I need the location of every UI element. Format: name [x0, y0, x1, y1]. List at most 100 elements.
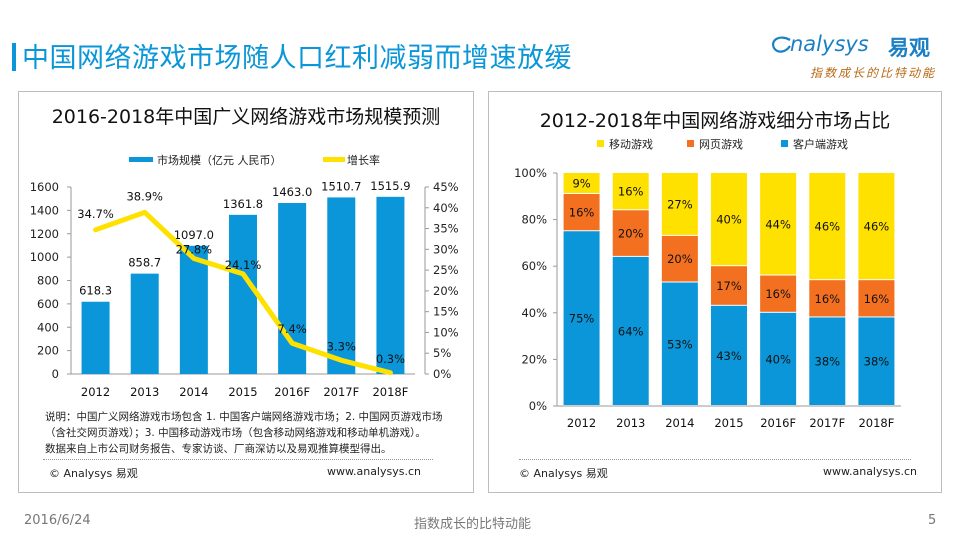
- market-size-label: 1361.8: [223, 197, 263, 211]
- segment-label: 17%: [716, 279, 742, 293]
- market-size-label: 1510.7: [321, 179, 361, 193]
- stacked-bar-segment: [612, 256, 649, 405]
- segment-label: 43%: [716, 349, 742, 363]
- segment-label: 64%: [618, 324, 644, 338]
- footer-tagline: 指数成长的比特动能: [414, 517, 532, 532]
- stacked-bar-segment: [563, 193, 600, 231]
- left-y-tick-label: 200: [37, 344, 59, 358]
- stacked-bar-segment: [858, 173, 895, 280]
- footer-date: 2016/6/24: [24, 513, 91, 528]
- left-y-tick-label: 0: [52, 367, 59, 381]
- legend-swatch: [781, 140, 788, 147]
- x-tick-label: 2013: [130, 385, 159, 399]
- note-line: 数据来自上市公司财务报告、专家访谈、厂商深访以及易观推算模型得出。: [45, 443, 392, 455]
- growth-rate-label: 7.4%: [278, 322, 307, 336]
- growth-rate-label: 0.3%: [376, 352, 405, 366]
- left-y-tick-label: 1400: [30, 203, 59, 217]
- market-size-bar: [376, 196, 405, 374]
- y-tick-label: 0%: [529, 399, 547, 413]
- logo-text: nalysys: [790, 32, 869, 56]
- legend-label-market-size: 市场规模（亿元 人民币）: [157, 153, 282, 167]
- segment-label: 20%: [667, 252, 693, 266]
- legend-swatch-growth-rate: [323, 157, 345, 162]
- analysys-logo: nalysys 易观 指数成长的比特动能: [770, 30, 950, 86]
- stacked-bar-segment: [760, 173, 797, 275]
- segment-share-chart: 移动游戏 网页游戏 客户端游戏 0% 20% 40% 60% 80% 100% 75% 16% 9% 2…: [514, 137, 901, 430]
- growth-rate-label: 24.1%: [225, 258, 262, 272]
- x-tick-label: 2015: [228, 385, 257, 399]
- stacked-bar-segment: [858, 280, 895, 317]
- y-tick-label: 80%: [521, 213, 547, 227]
- market-size-label: 1097.0: [174, 228, 214, 242]
- y-tick-label: 40%: [521, 306, 547, 320]
- right-chart-title: 2012-2018年中国网络游戏细分市场占比: [539, 110, 891, 132]
- segment-label: 40%: [716, 213, 742, 227]
- right-y-tick-label: 10%: [433, 325, 459, 339]
- left-chart-panel: 2016-2018年中国广义网络游戏市场规模预测 市场规模（亿元 人民币） 增长率…: [18, 91, 474, 493]
- growth-rate-label: 3.3%: [327, 339, 356, 353]
- left-y-tick-label: 800: [37, 274, 59, 288]
- logo-cn: 易观: [888, 36, 930, 60]
- x-tick-label: 2017F: [323, 385, 359, 399]
- segment-label: 27%: [667, 197, 693, 211]
- logo-tagline: 指数成长的比特动能: [810, 66, 937, 80]
- y-tick-label: 100%: [514, 166, 547, 180]
- left-y-tick-label: 1200: [30, 227, 59, 241]
- x-tick-label: 2016F: [760, 416, 796, 430]
- segment-label: 16%: [569, 206, 595, 220]
- copyright: © Analysys 易观: [49, 467, 138, 480]
- market-size-bar: [229, 214, 257, 374]
- legend-label: 网页游戏: [699, 138, 743, 151]
- stacked-bar-segment: [711, 173, 747, 266]
- segment-label: 16%: [765, 287, 791, 301]
- x-tick-label: 2015: [714, 416, 743, 430]
- stacked-bar-segment: [612, 210, 649, 256]
- right-y-tick-label: 30%: [433, 242, 459, 256]
- divider: [43, 459, 433, 460]
- stacked-bar-segment: [760, 275, 797, 312]
- legend-swatch: [597, 140, 604, 147]
- right-chart-panel: 2012-2018年中国网络游戏细分市场占比 移动游戏 网页游戏 客户端游戏 0% 20…: [488, 91, 942, 493]
- market-size-label: 1463.0: [272, 185, 312, 199]
- left-y-tick-label: 600: [37, 297, 59, 311]
- right-y-tick-label: 5%: [433, 346, 451, 360]
- x-tick-label: 2018F: [858, 416, 894, 430]
- x-tick-label: 2018F: [372, 385, 408, 399]
- right-y-tick-label: 45%: [433, 180, 459, 194]
- right-y-tick-label: 25%: [433, 263, 459, 277]
- stacked-bar-segment: [711, 305, 747, 405]
- left-y-tick-label: 1600: [30, 180, 59, 194]
- market-size-label: 858.7: [128, 256, 161, 270]
- market-size-bar: [327, 197, 356, 374]
- website: www.analysys.cn: [327, 465, 421, 478]
- stacked-bar-segment: [661, 235, 698, 282]
- segment-label: 16%: [618, 185, 644, 199]
- stacked-bar-segment: [661, 173, 698, 235]
- right-y-tick-label: 20%: [433, 284, 459, 298]
- stacked-bar-segment: [612, 173, 649, 210]
- growth-rate-label: 34.7%: [77, 207, 114, 221]
- x-tick-label: 2012: [81, 385, 110, 399]
- segment-label: 38%: [815, 355, 841, 369]
- right-y-tick-label: 0%: [433, 367, 451, 381]
- x-tick-label: 2017F: [809, 416, 845, 430]
- note-line: （含社交网页游戏）；3. 中国移动游戏市场（包含移动网络游戏和移动单机游戏）。: [45, 427, 426, 439]
- y-tick-label: 20%: [521, 352, 547, 366]
- segment-label: 38%: [864, 355, 890, 369]
- stacked-bar-segment: [661, 282, 698, 405]
- segment-label: 44%: [765, 217, 791, 231]
- x-tick-label: 2012: [567, 416, 596, 430]
- stacked-bar-segment: [760, 312, 797, 405]
- growth-rate-line: [93, 209, 393, 376]
- segment-label: 9%: [572, 176, 590, 190]
- logo-swoosh-icon: [772, 36, 791, 53]
- page-title: 中国网络游戏市场随人口红利减弱而增速放缓: [22, 43, 572, 74]
- note-line: 说明：中国广义网络游戏市场包含 1. 中国客户端网络游戏市场；2. 中国网页游戏…: [45, 411, 443, 423]
- right-y-tick-label: 35%: [433, 222, 459, 236]
- growth-rate-label: 38.9%: [126, 189, 163, 203]
- stacked-bar-segment: [711, 266, 747, 305]
- x-tick-label: 2014: [665, 416, 694, 430]
- segment-label: 40%: [765, 352, 791, 366]
- x-tick-label: 2013: [616, 416, 645, 430]
- growth-rate-label: 27.8%: [176, 242, 213, 256]
